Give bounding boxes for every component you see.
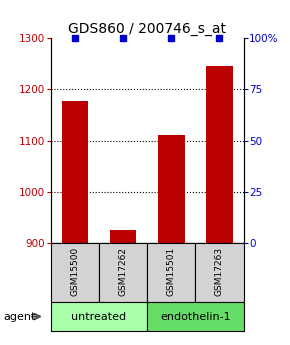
Text: GSM15501: GSM15501 <box>167 247 176 296</box>
Bar <box>195 243 244 302</box>
Bar <box>206 66 233 243</box>
Text: endothelin-1: endothelin-1 <box>160 312 231 322</box>
Text: agent: agent <box>3 312 35 322</box>
Bar <box>158 136 184 243</box>
Text: untreated: untreated <box>71 312 126 322</box>
Text: GSM17263: GSM17263 <box>215 247 224 296</box>
Bar <box>51 302 147 331</box>
Text: GSM15500: GSM15500 <box>70 247 79 296</box>
Title: GDS860 / 200746_s_at: GDS860 / 200746_s_at <box>68 21 226 36</box>
Bar <box>99 243 147 302</box>
Bar <box>51 243 99 302</box>
Bar <box>147 302 244 331</box>
Bar <box>147 243 195 302</box>
Bar <box>110 230 136 243</box>
Bar <box>61 100 88 243</box>
Text: GSM17262: GSM17262 <box>119 247 128 296</box>
